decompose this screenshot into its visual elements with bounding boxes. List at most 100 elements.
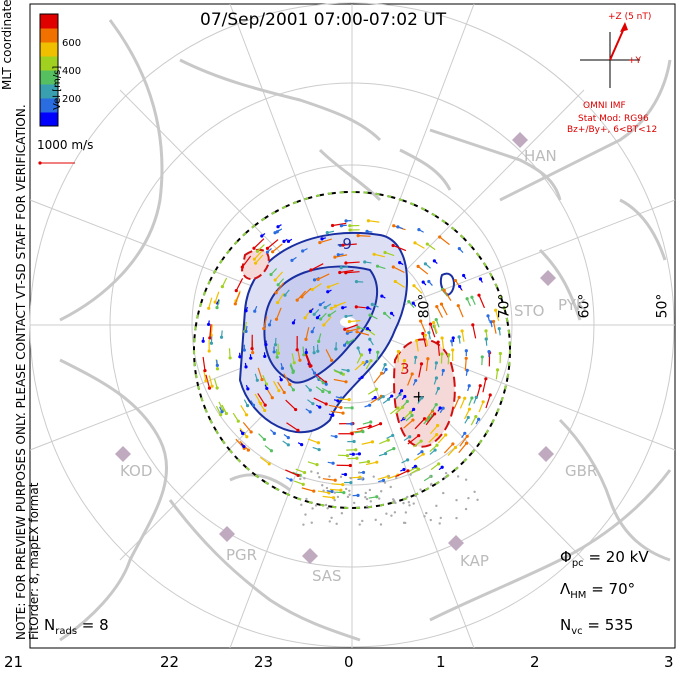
velocity-vector <box>267 239 279 249</box>
velocity-vector-origin <box>477 293 481 297</box>
mlt-tick-2: 2 <box>530 653 540 671</box>
velocity-vector <box>286 422 299 431</box>
velocity-vector <box>314 372 326 383</box>
velocity-vector-origin <box>326 285 331 289</box>
velocity-vector-origin <box>447 353 451 357</box>
velocity-vector-origin <box>244 329 248 333</box>
velocity-vector <box>485 394 491 409</box>
velocity-vector <box>338 398 350 401</box>
model-vector-dot <box>314 504 318 507</box>
model-vector-dot <box>402 521 406 524</box>
velocity-vector-origin <box>321 381 325 385</box>
model-vector-dot <box>310 521 313 524</box>
velocity-vector-origin <box>412 407 416 411</box>
velocity-vector-origin <box>240 265 244 269</box>
model-vector-dot <box>304 513 307 516</box>
velocity-vector-origin <box>338 270 342 275</box>
velocity-vector-origin <box>286 436 290 440</box>
velocity-vector <box>275 282 285 294</box>
velocity-vector-origin <box>471 323 475 327</box>
model-vector-dot <box>439 516 442 520</box>
velocity-vector-origin <box>315 463 319 467</box>
velocity-vector-origin <box>439 302 444 306</box>
velocity-vector-origin <box>262 437 267 442</box>
velocity-vector-origin <box>416 264 420 268</box>
model-vector-dot <box>407 501 411 504</box>
colorbar-segment <box>40 42 58 57</box>
velocity-vector-origin <box>350 406 354 410</box>
map-title: 07/Sep/2001 07:00-07:02 UT <box>200 10 447 30</box>
velocity-vector-origin <box>354 280 359 284</box>
velocity-vector <box>418 363 423 378</box>
coords-label: MLT coordinates <box>0 0 14 90</box>
velocity-vector-origin <box>481 400 485 404</box>
velocity-vector-origin <box>368 313 372 317</box>
velocity-vector <box>296 290 306 301</box>
model-vector-dot <box>340 512 344 515</box>
velocity-vector-origin <box>463 396 467 400</box>
velocity-vector-origin <box>277 389 281 393</box>
velocity-vector <box>328 282 339 288</box>
model-vector-dot <box>435 504 438 508</box>
velocity-vector-origin <box>325 231 329 235</box>
velocity-vector-origin <box>402 467 406 472</box>
velocity-vector-origin <box>391 265 395 269</box>
velocity-vector-origin <box>464 349 468 353</box>
velocity-vector-origin <box>410 372 414 376</box>
model-vector-dot <box>358 523 361 526</box>
velocity-vector-origin <box>236 419 240 423</box>
velocity-vector <box>242 421 252 433</box>
velocity-vector-origin <box>308 410 312 414</box>
velocity-vector-origin <box>463 431 467 435</box>
velocity-vector <box>277 381 285 393</box>
model-vector-dot <box>368 488 372 492</box>
velocity-vectors <box>201 219 502 526</box>
velocity-vector-origin <box>373 395 377 400</box>
model-vector-dot <box>326 507 329 510</box>
velocity-vector <box>354 362 364 371</box>
velocity-vector-origin <box>415 338 419 343</box>
velocity-vector-origin <box>331 413 335 417</box>
velocity-vector <box>319 238 332 244</box>
velocity-vector-origin <box>354 448 358 452</box>
velocity-vector <box>443 443 454 454</box>
velocity-vector-origin <box>312 489 316 493</box>
colorbar-tick-400: 400 <box>62 66 82 77</box>
velocity-vector-origin <box>423 333 427 337</box>
velocity-vector <box>215 405 222 415</box>
velocity-vector-origin <box>383 311 387 315</box>
velocity-vector-origin <box>405 399 409 404</box>
velocity-vector-origin <box>207 386 212 390</box>
imf-by-label: +Y <box>628 56 642 66</box>
model-vector-dot <box>348 493 351 496</box>
velocity-vector <box>413 440 422 448</box>
velocity-vector-origin <box>323 305 327 310</box>
velocity-vector-origin <box>244 309 248 313</box>
velocity-vector <box>424 335 429 347</box>
velocity-vector-origin <box>432 320 436 325</box>
model-vector-dot <box>310 470 313 473</box>
velocity-vector-origin <box>345 454 350 458</box>
model-vector-dot <box>372 475 375 478</box>
model-vector-dot <box>404 511 408 514</box>
velocity-vector-origin <box>441 406 445 410</box>
velocity-vector <box>361 441 373 445</box>
velocity-vector-origin <box>451 336 455 340</box>
velocity-vector-origin <box>497 327 501 331</box>
velocity-vector-origin <box>444 433 448 437</box>
model-vector-dot <box>299 477 302 481</box>
velocity-vector-origin <box>368 348 372 352</box>
velocity-vector-origin <box>370 302 374 306</box>
velocity-vector-origin <box>348 224 352 228</box>
velocity-vector-origin <box>465 368 469 373</box>
velocity-colorbar <box>40 14 58 127</box>
velocity-vector-origin <box>275 355 279 359</box>
velocity-vector-origin <box>386 438 390 442</box>
velocity-vector-origin <box>417 433 421 438</box>
station-gbr: GBR <box>565 462 598 480</box>
velocity-vector-origin <box>343 327 347 331</box>
velocity-vector-origin <box>437 462 441 466</box>
velocity-vector-origin <box>381 395 385 399</box>
velocity-vector-origin <box>411 301 415 305</box>
